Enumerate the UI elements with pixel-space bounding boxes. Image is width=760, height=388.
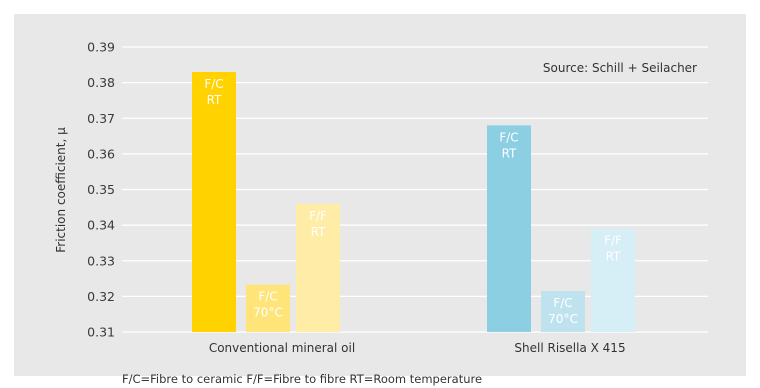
bar (591, 228, 635, 332)
x-category-label: Shell Risella X 415 (514, 341, 625, 355)
bar-label: 70°C (548, 312, 578, 326)
bar-label: F/C (258, 290, 277, 304)
bar-label: F/F (604, 234, 622, 248)
y-axis-ticks: 0.31 0.32 0.33 0.34 0.35 0.36 0.37 0.38 0.39 (87, 40, 115, 340)
y-tick-label: 0.33 (87, 253, 115, 268)
bar-label: F/C (499, 130, 518, 144)
y-axis-label: Friction coefficient, µ (54, 127, 68, 253)
y-tick-label: 0.38 (87, 75, 115, 90)
bar-label: F/F (309, 209, 327, 223)
bar-label: RT (606, 250, 621, 264)
y-tick-label: 0.39 (87, 40, 115, 55)
bar (246, 284, 290, 332)
y-tick-label: 0.34 (87, 218, 115, 233)
bar (487, 125, 531, 332)
bar-label: RT (502, 146, 517, 160)
bar-label: RT (207, 93, 222, 107)
x-category-label: Conventional mineral oil (209, 341, 355, 355)
y-tick-label: 0.31 (87, 325, 115, 340)
x-axis-categories: Conventional mineral oil Shell Risella X … (209, 341, 626, 355)
y-tick-label: 0.36 (87, 146, 115, 161)
y-tick-label: 0.32 (87, 289, 115, 304)
y-tick-label: 0.37 (87, 111, 115, 126)
y-tick-label: 0.35 (87, 182, 115, 197)
bars: F/C RT F/C RT F/C 70°C F/C 70°C F/F RT F/F RT (192, 71, 635, 332)
bar (192, 71, 236, 332)
bar (296, 203, 340, 332)
bar-label: 70°C (253, 306, 283, 320)
bar-label: F/C (553, 296, 572, 310)
footnote: F/C=Fibre to ceramic F/F=Fibre to fibre … (122, 372, 482, 386)
bar (541, 291, 585, 332)
source-note: Source: Schill + Seilacher (543, 61, 697, 75)
bar-label: F/C (204, 77, 223, 91)
bar-label: RT (311, 225, 326, 239)
